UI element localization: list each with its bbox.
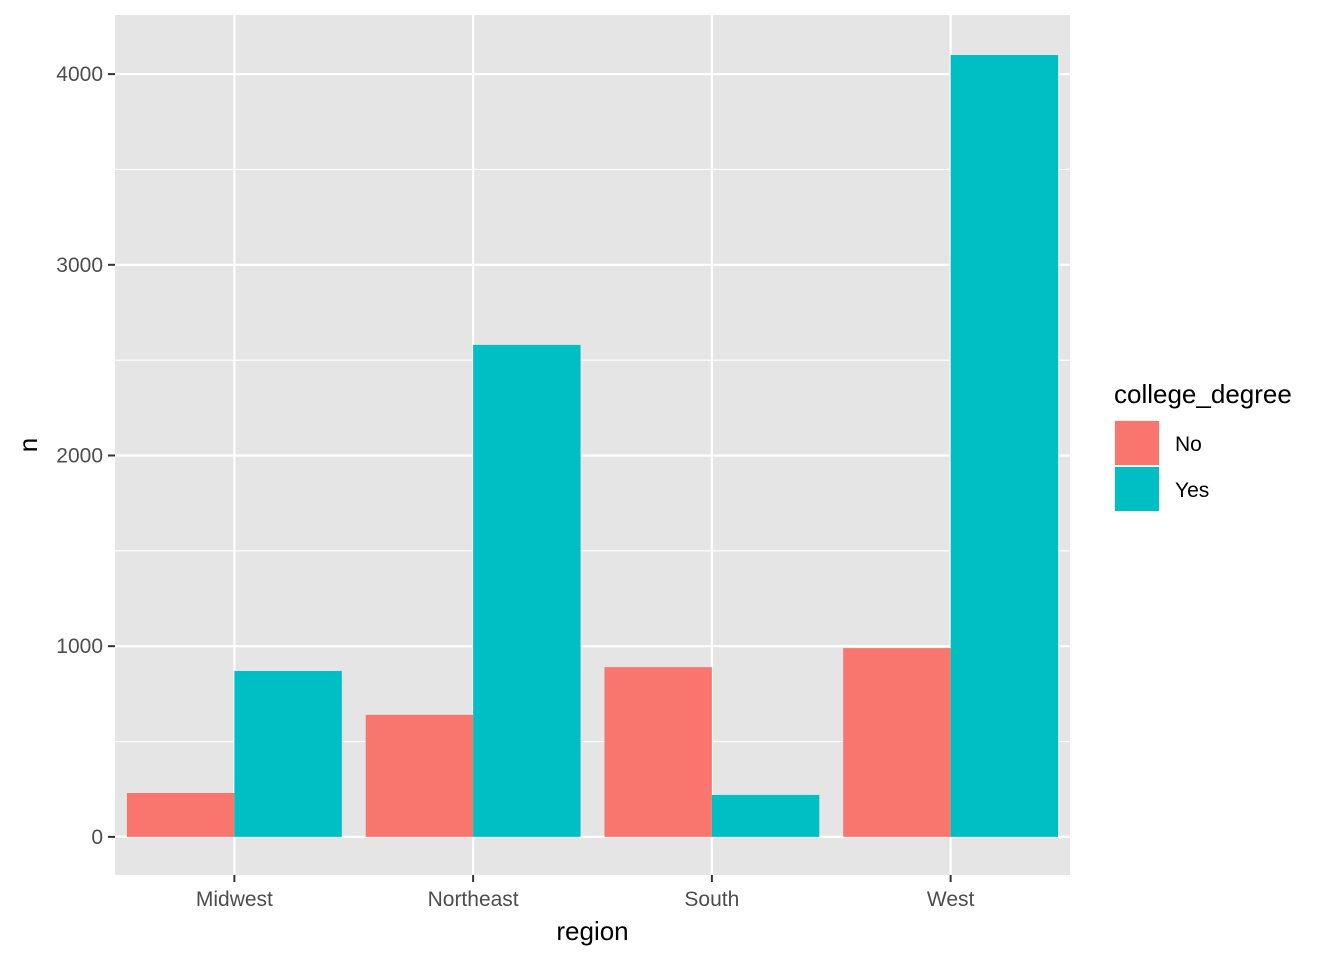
x-tick-label: Midwest xyxy=(196,888,273,911)
bar-midwest-yes xyxy=(234,670,342,837)
y-axis-title: n xyxy=(13,438,43,452)
bar-south-yes xyxy=(711,794,820,837)
bars-group xyxy=(126,55,1059,837)
legend-title: college_degree xyxy=(1114,379,1292,409)
bar-northeast-yes xyxy=(473,344,581,837)
y-tick-label: 3000 xyxy=(56,254,103,277)
bar-midwest-no xyxy=(126,793,235,837)
bar-west-no xyxy=(843,648,951,837)
y-tick-label: 1000 xyxy=(56,635,103,658)
bar-south-no xyxy=(604,667,712,837)
legend-swatch-no xyxy=(1115,421,1159,465)
bar-northeast-no xyxy=(365,714,474,837)
y-tick-label: 4000 xyxy=(56,63,103,86)
x-tick-label: Northeast xyxy=(428,888,519,911)
legend-label-no: No xyxy=(1175,433,1202,456)
legend-label-yes: Yes xyxy=(1175,479,1209,502)
x-tick-label: South xyxy=(684,888,739,911)
y-tick-label: 2000 xyxy=(56,444,103,467)
axes: 0 1000 2000 3000 4000 Midwest Northeast South We… xyxy=(56,63,974,911)
legend-swatch-yes xyxy=(1115,467,1159,511)
bar-west-yes xyxy=(950,55,1059,837)
x-axis-title: region xyxy=(556,916,628,946)
x-tick-label: West xyxy=(927,888,975,911)
legend: college_degree No Yes xyxy=(1114,379,1292,512)
y-tick-label: 0 xyxy=(91,826,103,849)
